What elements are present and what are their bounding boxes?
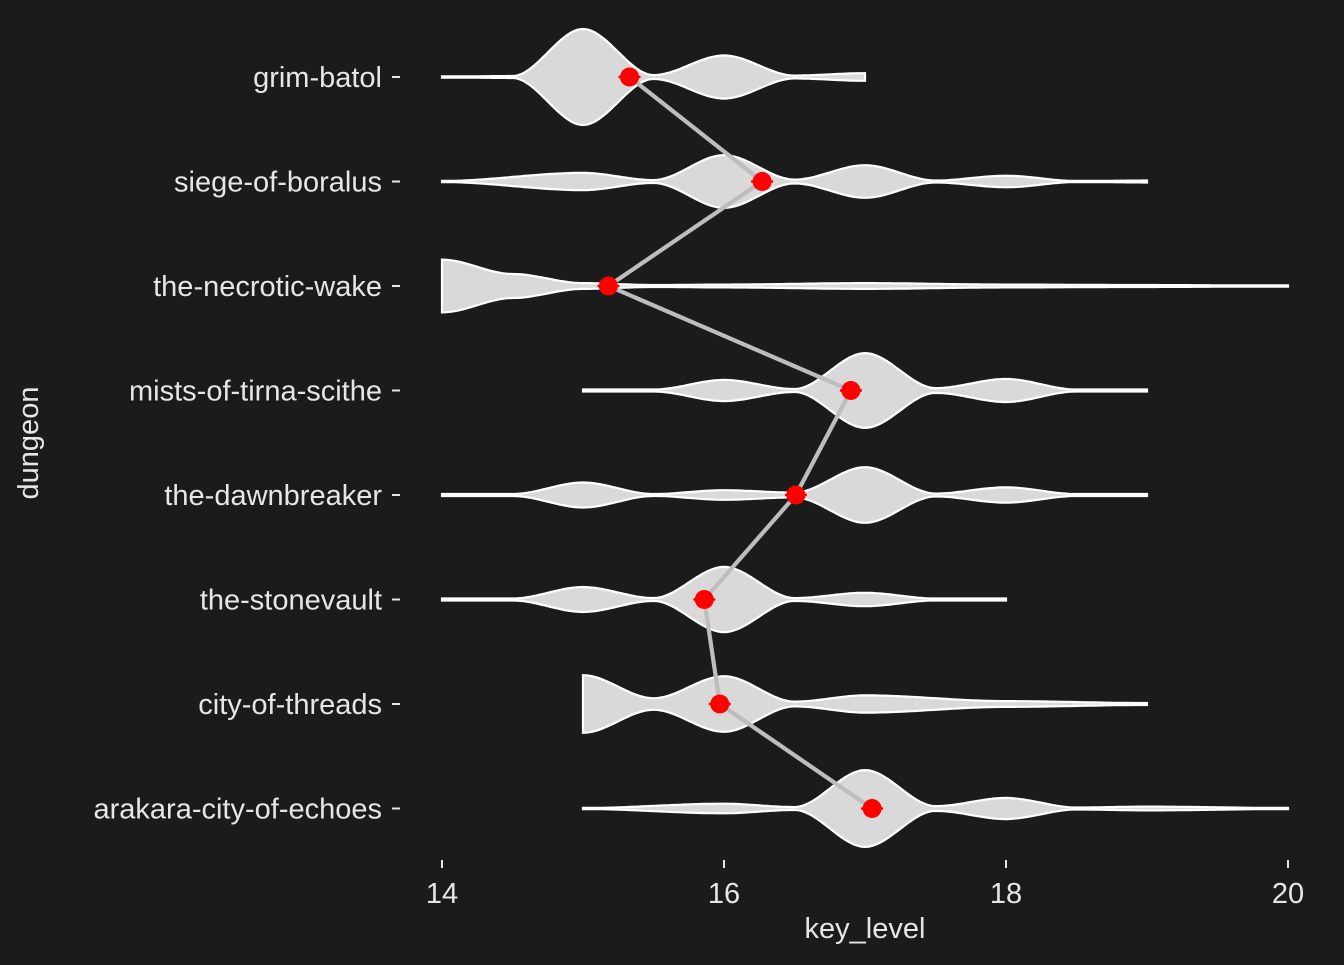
y-tick-label: the-dawnbreaker: [164, 480, 382, 512]
violin-siege-of-boralus: [440, 153, 1149, 210]
x-axis-title: key_level: [805, 913, 926, 945]
violin-arakara-city-of-echoes: [581, 768, 1290, 849]
y-tick-label: arakara-city-of-echoes: [94, 794, 383, 826]
y-tick-label: the-necrotic-wake: [153, 271, 382, 303]
x-tick-label: 16: [708, 878, 740, 910]
mean-point-arakara-city-of-echoes: [862, 799, 882, 818]
violins-layer: [440, 27, 1290, 849]
violin-grim-batol: [440, 27, 867, 127]
x-tick-label: 20: [1272, 878, 1304, 910]
mean-point-the-stonevault: [694, 590, 714, 609]
y-axis-title: dungeon: [13, 387, 45, 500]
x-tick-label: 18: [990, 878, 1022, 910]
y-tick-label: siege-of-boralus: [174, 167, 382, 199]
mean-point-city-of-threads: [710, 694, 730, 714]
mean-point-the-dawnbreaker: [786, 485, 806, 505]
mean-point-the-necrotic-wake: [598, 276, 618, 296]
y-tick-label: city-of-threads: [198, 689, 382, 721]
mean-layer: [597, 67, 884, 818]
violin-the-necrotic-wake: [440, 258, 1290, 314]
violin-the-stonevault: [440, 565, 1008, 634]
axes-layer: grim-batol siege-of-boralus the-necrotic-w…: [94, 62, 1305, 910]
mean-connecting-line: [606, 75, 874, 811]
y-tick-label: the-stonevault: [200, 585, 382, 617]
x-tick-label: 14: [426, 878, 458, 910]
mean-point-siege-of-boralus: [752, 172, 772, 191]
violin-city-of-threads: [581, 674, 1149, 734]
mean-point-grim-batol: [620, 67, 639, 87]
y-tick-label: mists-of-tirna-scithe: [129, 376, 382, 408]
mean-point-mists-of-tirna-scithe: [841, 381, 861, 400]
y-tick-label: grim-batol: [253, 62, 382, 94]
violin-mists-of-tirna-scithe: [581, 351, 1149, 430]
